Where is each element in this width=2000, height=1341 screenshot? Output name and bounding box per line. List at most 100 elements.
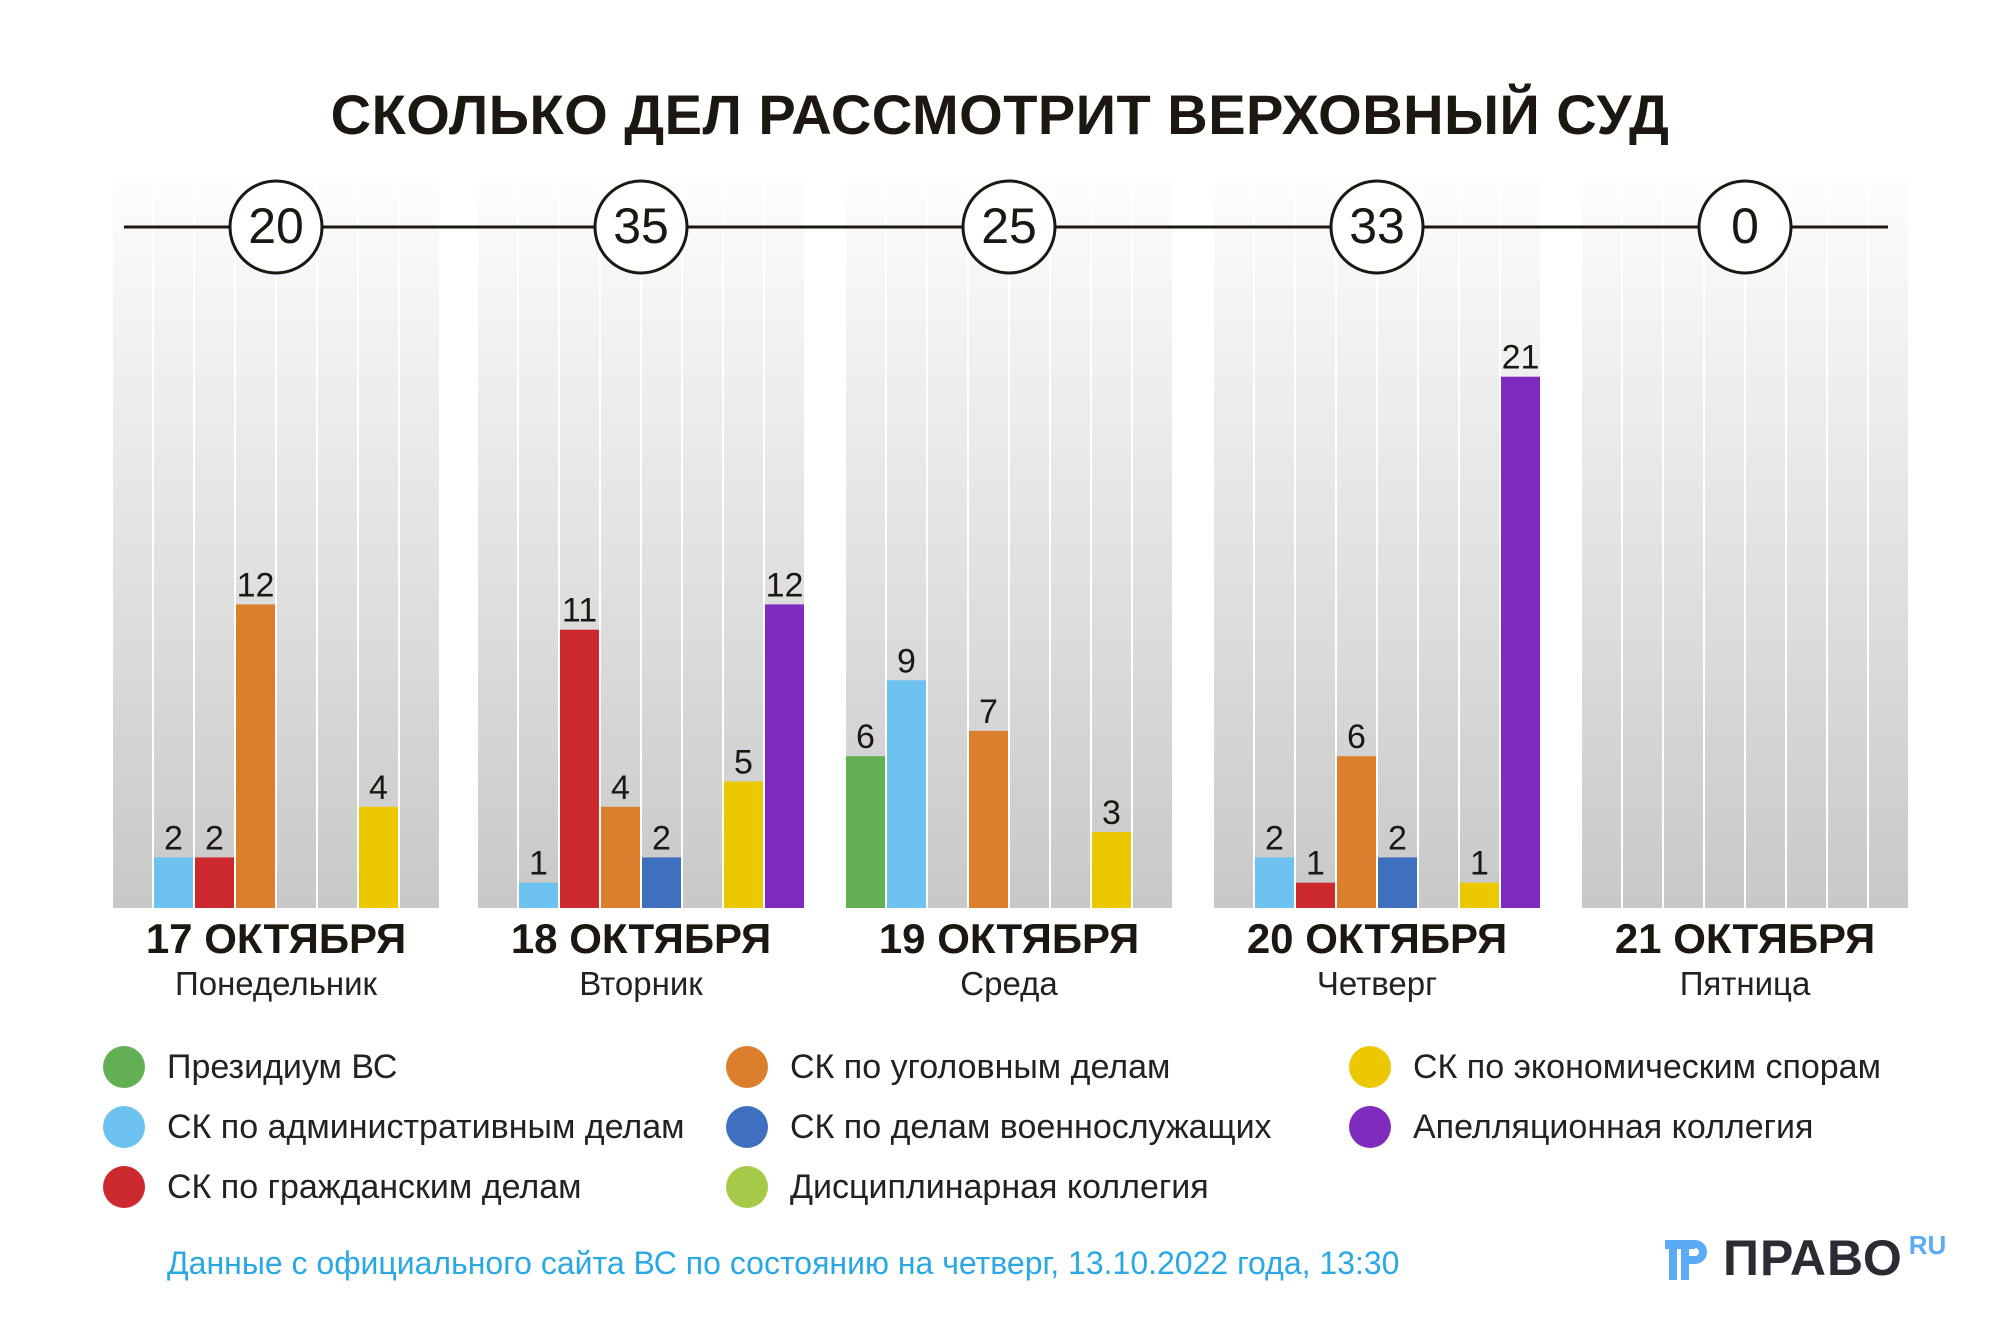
day-date: 18 ОКТЯБРЯ xyxy=(510,915,772,962)
legend-swatch-icon xyxy=(103,1046,145,1088)
bar xyxy=(846,756,885,908)
legend-label: СК по административным делам xyxy=(167,1107,685,1146)
bar xyxy=(1255,857,1294,908)
bar xyxy=(236,604,275,908)
bar-value-label: 9 xyxy=(897,642,916,680)
column-background xyxy=(1092,180,1131,908)
logo-text: ПРАВО xyxy=(1723,1230,1903,1286)
day-total-label: 0 xyxy=(1731,198,1759,254)
column-background xyxy=(1010,180,1049,908)
column-background xyxy=(1705,180,1744,908)
bar-value-label: 1 xyxy=(1470,845,1489,883)
bar xyxy=(1460,882,1499,908)
day-total-circle xyxy=(593,179,689,275)
day-weekday: Четверг xyxy=(1316,965,1438,1002)
column-background xyxy=(1746,180,1785,908)
legend-item: СК по уголовным делам xyxy=(726,1046,1170,1088)
bar xyxy=(1337,756,1376,908)
legend-swatch-icon xyxy=(726,1166,768,1208)
bar xyxy=(560,629,599,908)
legend-swatch-icon xyxy=(103,1106,145,1148)
column-background xyxy=(1582,180,1621,908)
column-background xyxy=(277,180,316,908)
legend-label: Апелляционная коллегия xyxy=(1413,1107,1814,1146)
bar-value-label: 2 xyxy=(1265,819,1284,857)
bar-value-label: 7 xyxy=(979,693,998,731)
column-background xyxy=(113,180,152,908)
day-total-label: 25 xyxy=(981,198,1037,254)
bar-value-label: 4 xyxy=(611,769,630,807)
column-background xyxy=(1623,180,1662,908)
legend-item: СК по экономическим спорам xyxy=(1349,1046,1881,1088)
bar-value-label: 3 xyxy=(1102,794,1121,832)
legend-item: Апелляционная коллегия xyxy=(1349,1106,1813,1148)
legend-item: СК по гражданским делам xyxy=(103,1166,582,1208)
bar-value-label: 12 xyxy=(766,566,804,604)
day-weekday: Вторник xyxy=(579,965,703,1002)
column-background xyxy=(1133,180,1172,908)
bar xyxy=(601,806,640,908)
column-background xyxy=(601,180,640,908)
legend-item: СК по административным делам xyxy=(103,1106,685,1148)
day-weekday: Понедельник xyxy=(175,965,377,1002)
bar xyxy=(1092,832,1131,908)
bar xyxy=(724,781,763,908)
column-background xyxy=(1419,180,1458,908)
column-background xyxy=(1664,180,1703,908)
bar-value-label: 1 xyxy=(1306,845,1325,883)
legend-label: СК по уголовным делам xyxy=(790,1047,1171,1086)
day-date: 17 ОКТЯБРЯ xyxy=(145,915,407,962)
day-total-circle xyxy=(1329,179,1425,275)
bar xyxy=(359,806,398,908)
legend-swatch-icon xyxy=(1349,1046,1391,1088)
chart-title: СКОЛЬКО ДЕЛ РАССМОТРИТ ВЕРХОВНЫЙ СУД xyxy=(330,83,1670,146)
bar-value-label: 2 xyxy=(1388,819,1407,857)
legend-item: Дисциплинарная коллегия xyxy=(726,1166,1209,1208)
day-date: 20 ОКТЯБРЯ xyxy=(1246,915,1508,962)
column-background xyxy=(1869,180,1908,908)
bar xyxy=(1501,376,1540,908)
logo-suffix: RU xyxy=(1908,1230,1947,1260)
bar xyxy=(642,857,681,908)
column-background xyxy=(1214,180,1253,908)
bar-value-label: 6 xyxy=(1347,718,1366,756)
column-background xyxy=(359,180,398,908)
logo-icon xyxy=(1665,1240,1707,1280)
column-background xyxy=(154,180,193,908)
bar-value-label: 2 xyxy=(205,819,224,857)
legend-label: СК по экономическим спорам xyxy=(1413,1047,1881,1086)
legend-swatch-icon xyxy=(726,1046,768,1088)
bar-value-label: 2 xyxy=(652,819,671,857)
day-total-label: 33 xyxy=(1349,198,1405,254)
bar xyxy=(1378,857,1417,908)
pravo-ru-logo: ПРАВО RU xyxy=(1665,1230,1946,1286)
day-total-label: 20 xyxy=(248,198,304,254)
column-background xyxy=(400,180,439,908)
column-background xyxy=(195,180,234,908)
bar xyxy=(887,680,926,908)
column-background xyxy=(318,180,357,908)
bar xyxy=(195,857,234,908)
legend-label: Дисциплинарная коллегия xyxy=(790,1167,1209,1206)
bar xyxy=(1296,882,1335,908)
column-background xyxy=(928,180,967,908)
day-total-label: 35 xyxy=(613,198,669,254)
column-background xyxy=(1787,180,1826,908)
bar xyxy=(154,857,193,908)
column-background xyxy=(1828,180,1867,908)
bar-value-label: 21 xyxy=(1502,339,1540,377)
legend-swatch-icon xyxy=(726,1106,768,1148)
day-date: 19 ОКТЯБРЯ xyxy=(878,915,1140,962)
bar-value-label: 5 xyxy=(734,744,753,782)
day-total-circle xyxy=(961,179,1057,275)
column-background xyxy=(642,180,681,908)
legend-swatch-icon xyxy=(103,1166,145,1208)
day-date: 21 ОКТЯБРЯ xyxy=(1614,915,1876,962)
bar xyxy=(765,604,804,908)
column-background xyxy=(1460,180,1499,908)
column-background xyxy=(1051,180,1090,908)
bar-value-label: 1 xyxy=(529,845,548,883)
bar-value-label: 11 xyxy=(562,592,597,630)
day-weekday: Среда xyxy=(960,965,1058,1002)
bar-value-label: 4 xyxy=(369,769,388,807)
